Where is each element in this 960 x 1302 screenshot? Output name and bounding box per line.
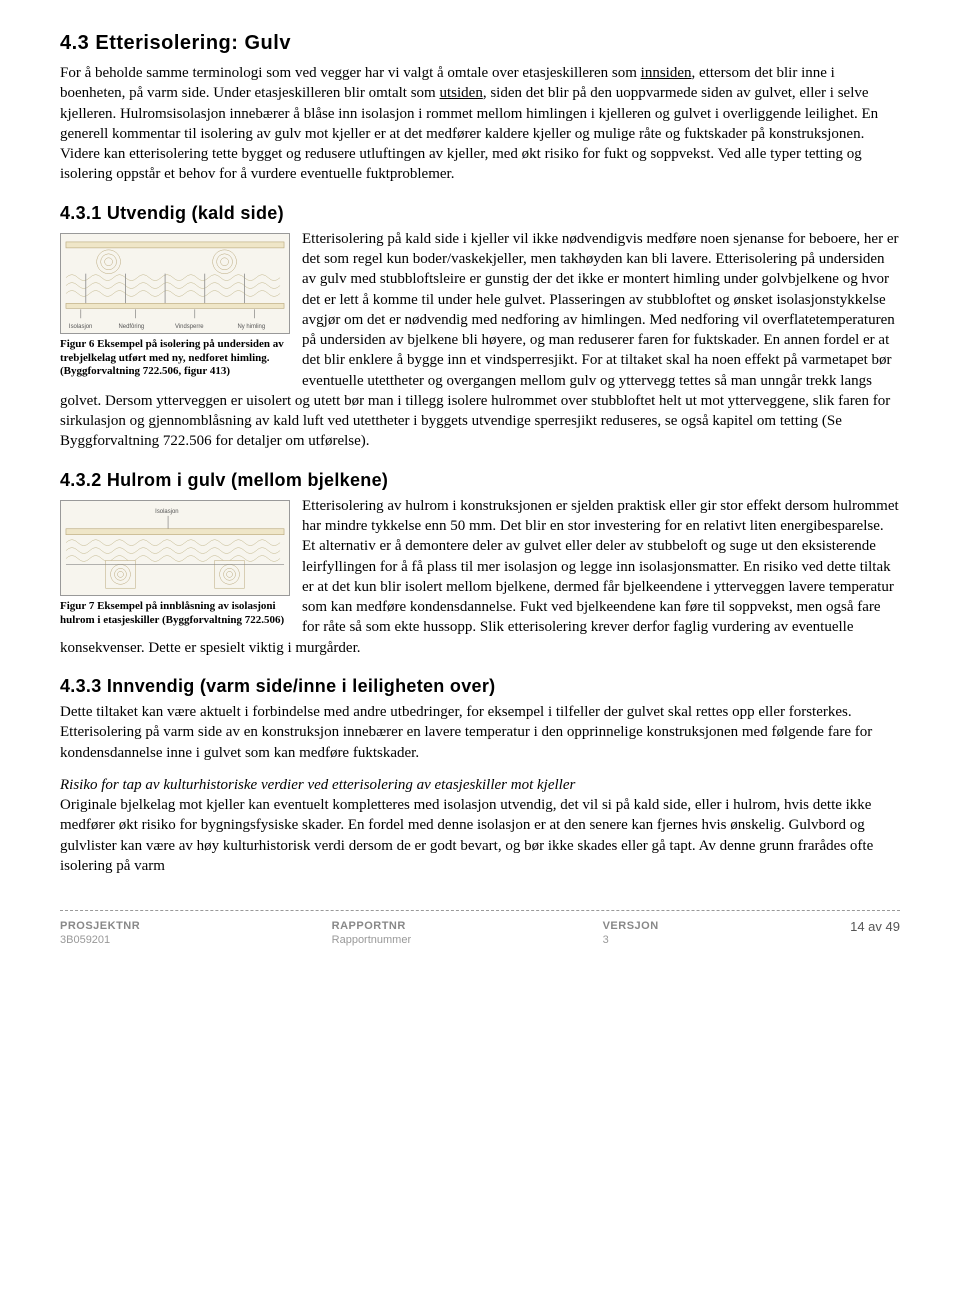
underlined-utsiden: utsiden <box>439 85 482 101</box>
figure-7-caption: Figur 7 Eksempel på innblåsning av isola… <box>60 600 290 628</box>
footer-version-label: VERSJON <box>603 919 659 933</box>
fig6-label-vindsperre: Vindsperre <box>175 324 204 330</box>
underlined-innsiden: innsiden <box>641 65 692 81</box>
footer-version-value: 3 <box>603 933 659 947</box>
footer-report-value: Rapportnummer <box>332 933 411 947</box>
figure-7: Isolasjon Figur 7 Eksempel på innblåsnin… <box>60 500 290 628</box>
footer-project-label: PROSJEKTNR <box>60 919 140 933</box>
page-footer: PROSJEKTNR 3B059201 RAPPORTNR Rapportnum… <box>60 910 900 948</box>
fig6-label-nedforing: Nedfôring <box>118 324 144 330</box>
heading-4-3-2: 4.3.2 Hulrom i gulv (mellom bjelkene) <box>60 468 900 492</box>
paragraph-4-3-3-b: Originale bjelkelag mot kjeller kan even… <box>60 795 900 876</box>
heading-4-3: 4.3 Etterisolering: Gulv <box>60 30 900 57</box>
paragraph-4-3-3-a: Dette tiltaket kan være aktuelt i forbin… <box>60 702 900 763</box>
heading-4-3-3: 4.3.3 Innvendig (varm side/inne i leilig… <box>60 674 900 698</box>
fig7-label-isolasjon: Isolasjon <box>155 509 178 515</box>
footer-col-report: RAPPORTNR Rapportnummer <box>332 919 411 948</box>
figure-6: Isolasjon Nedfôring Vindsperre Ny himlin… <box>60 233 290 379</box>
heading-4-3-1: 4.3.1 Utvendig (kald side) <box>60 201 900 225</box>
figure-6-image: Isolasjon Nedfôring Vindsperre Ny himlin… <box>60 233 290 334</box>
footer-col-version: VERSJON 3 <box>603 919 659 948</box>
risk-heading: Risiko for tap av kulturhistoriske verdi… <box>60 775 900 795</box>
section-4-3-2-body: Isolasjon Figur 7 Eksempel på innblåsnin… <box>60 496 900 658</box>
footer-col-project: PROSJEKTNR 3B059201 <box>60 919 140 948</box>
figure-7-image: Isolasjon <box>60 500 290 596</box>
fig6-label-isolasjon: Isolasjon <box>69 324 92 330</box>
fig6-label-nyhimling: Ny himling <box>237 324 265 330</box>
figure-6-caption: Figur 6 Eksempel på isolering på undersi… <box>60 338 290 379</box>
footer-page-number: 14 av 49 <box>850 919 900 948</box>
text: For å beholde samme terminologi som ved … <box>60 65 641 81</box>
footer-project-value: 3B059201 <box>60 933 140 947</box>
footer-report-label: RAPPORTNR <box>332 919 411 933</box>
section-4-3-1-body: Isolasjon Nedfôring Vindsperre Ny himlin… <box>60 229 900 452</box>
paragraph-4-3: For å beholde samme terminologi som ved … <box>60 63 900 185</box>
